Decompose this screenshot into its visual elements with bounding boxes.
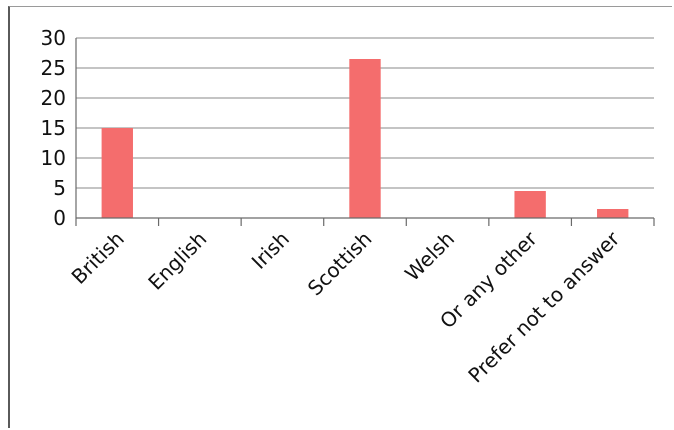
y-tick-label: 25: [41, 56, 66, 80]
bar-prefer-not-to-answer: [597, 209, 629, 218]
bar-british: [101, 128, 133, 218]
y-tick-label: 5: [53, 176, 66, 200]
y-tick-label: 0: [53, 206, 66, 230]
x-category-label: Scottish: [303, 227, 377, 301]
x-category-label: Welsh: [400, 227, 459, 286]
bar-or-any-other: [514, 191, 546, 218]
x-category-label: Prefer not to answer: [463, 226, 624, 387]
x-category-label: Irish: [247, 227, 294, 274]
bar-scottish: [349, 59, 381, 218]
y-tick-label: 10: [41, 146, 66, 170]
y-tick-labels: 0 5 10 15 20 25 30: [41, 26, 66, 230]
y-tick-label: 30: [41, 26, 66, 50]
y-tick-label: 20: [41, 86, 66, 110]
axes: [75, 38, 655, 226]
y-tick-label: 15: [41, 116, 66, 140]
x-category-label: British: [67, 227, 129, 289]
x-category-label: English: [143, 227, 211, 295]
bars: [101, 59, 629, 218]
